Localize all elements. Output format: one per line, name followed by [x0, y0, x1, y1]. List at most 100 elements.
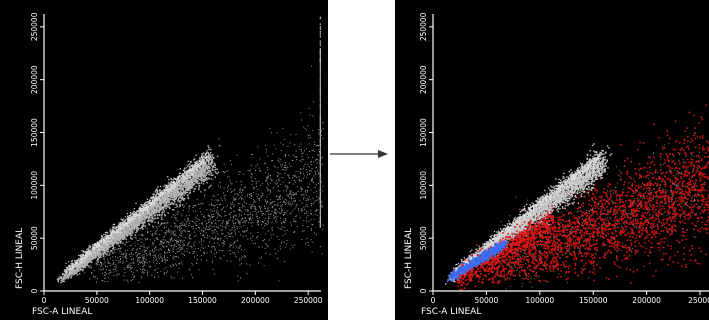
singlet-point: [164, 204, 167, 207]
singlet-point: [181, 204, 184, 206]
cloud-point: [309, 170, 311, 172]
cloud-point: [321, 181, 322, 183]
cloud-point: [186, 248, 188, 250]
cloud-point: [312, 177, 314, 179]
cloud-point: [230, 260, 232, 262]
cloud-point: [177, 256, 179, 258]
cloud-point: [220, 250, 222, 252]
singlet-point: [193, 188, 195, 190]
cloud-point: [132, 273, 134, 275]
singlet-point: [180, 191, 182, 193]
singlet-point: [168, 195, 170, 198]
cloud-point: [285, 246, 287, 248]
singlet-point: [81, 266, 84, 268]
cloud-point: [219, 214, 221, 216]
cloud-point: [304, 208, 305, 210]
cloud-point: [104, 261, 106, 263]
singlet-point: [85, 262, 88, 264]
singlet-point: [79, 269, 81, 272]
cloud-point: [266, 203, 267, 205]
cloud-point: [256, 215, 258, 217]
cloud-point: [159, 224, 161, 226]
cloud-point: [252, 214, 254, 216]
singlet-point: [103, 243, 106, 245]
cloud-point: [163, 246, 165, 248]
cloud-point: [152, 249, 154, 251]
cloud-point: [194, 248, 196, 250]
cloud-point: [180, 245, 182, 246]
singlet-point: [148, 209, 150, 212]
cloud-point: [273, 218, 275, 220]
singlet-point: [216, 155, 219, 158]
singlet-point: [140, 220, 142, 222]
cloud-point: [222, 220, 224, 221]
singlet-point: [193, 159, 195, 161]
cloud-point: [293, 231, 295, 233]
singlet-point: [128, 231, 130, 233]
cloud-point: [293, 193, 295, 195]
singlet-point: [129, 231, 132, 233]
cloud-point: [261, 246, 263, 248]
singlet-point: [195, 167, 197, 170]
singlet-point: [114, 240, 116, 242]
singlet-point: [162, 209, 164, 211]
cloud-point: [189, 238, 191, 240]
cloud-point: [164, 262, 166, 264]
cloud-point: [98, 264, 100, 265]
singlet-point: [165, 208, 167, 210]
cloud-point: [163, 268, 165, 270]
cloud-point: [230, 202, 232, 204]
cloud-point: [266, 186, 268, 188]
cloud-point: [166, 231, 168, 233]
cloud-point: [138, 252, 140, 254]
cloud-point: [142, 270, 144, 272]
singlet-point: [159, 197, 162, 199]
cloud-point: [282, 181, 284, 183]
cloud-point: [210, 237, 212, 239]
cloud-point: [280, 159, 282, 161]
cloud-point: [183, 243, 185, 245]
singlet-point: [187, 197, 189, 200]
cloud-point: [308, 143, 310, 145]
singlet-point: [159, 205, 161, 207]
singlet-point: [133, 228, 135, 230]
singlet-point: [212, 166, 214, 168]
cloud-point: [227, 222, 229, 224]
cloud-point: [94, 277, 96, 279]
cloud-point: [183, 207, 185, 208]
cloud-point: [182, 230, 184, 232]
singlet-point: [152, 193, 154, 195]
cloud-point: [267, 246, 269, 248]
cloud-point: [251, 172, 253, 174]
cloud-point: [311, 150, 313, 152]
singlet-point: [100, 261, 102, 264]
singlet-point: [206, 165, 208, 167]
cloud-point: [195, 205, 197, 207]
singlet-point: [167, 196, 169, 198]
cloud-point: [283, 200, 285, 202]
cloud-point: [170, 225, 172, 227]
cloud-point: [227, 170, 229, 172]
singlet-point: [161, 213, 163, 215]
cloud-point: [244, 187, 245, 189]
cloud-point: [173, 258, 175, 260]
cloud-point: [309, 173, 310, 175]
singlet-point: [63, 273, 65, 275]
singlet-point: [119, 237, 122, 239]
singlet-point: [197, 177, 199, 179]
cloud-point: [277, 211, 279, 213]
cloud-point: [230, 188, 232, 190]
cloud-point: [185, 215, 187, 217]
singlet-point: [185, 179, 187, 181]
cloud-point: [235, 233, 236, 235]
cloud-point: [174, 226, 176, 228]
cloud-point: [307, 215, 309, 217]
cloud-point: [316, 166, 318, 168]
singlet-point: [171, 193, 174, 195]
cloud-point: [138, 281, 140, 283]
cloud-point: [280, 206, 282, 208]
cloud-point: [259, 197, 261, 199]
cloud-point: [313, 192, 315, 194]
cloud-point: [262, 221, 264, 223]
singlet-point: [166, 202, 168, 205]
